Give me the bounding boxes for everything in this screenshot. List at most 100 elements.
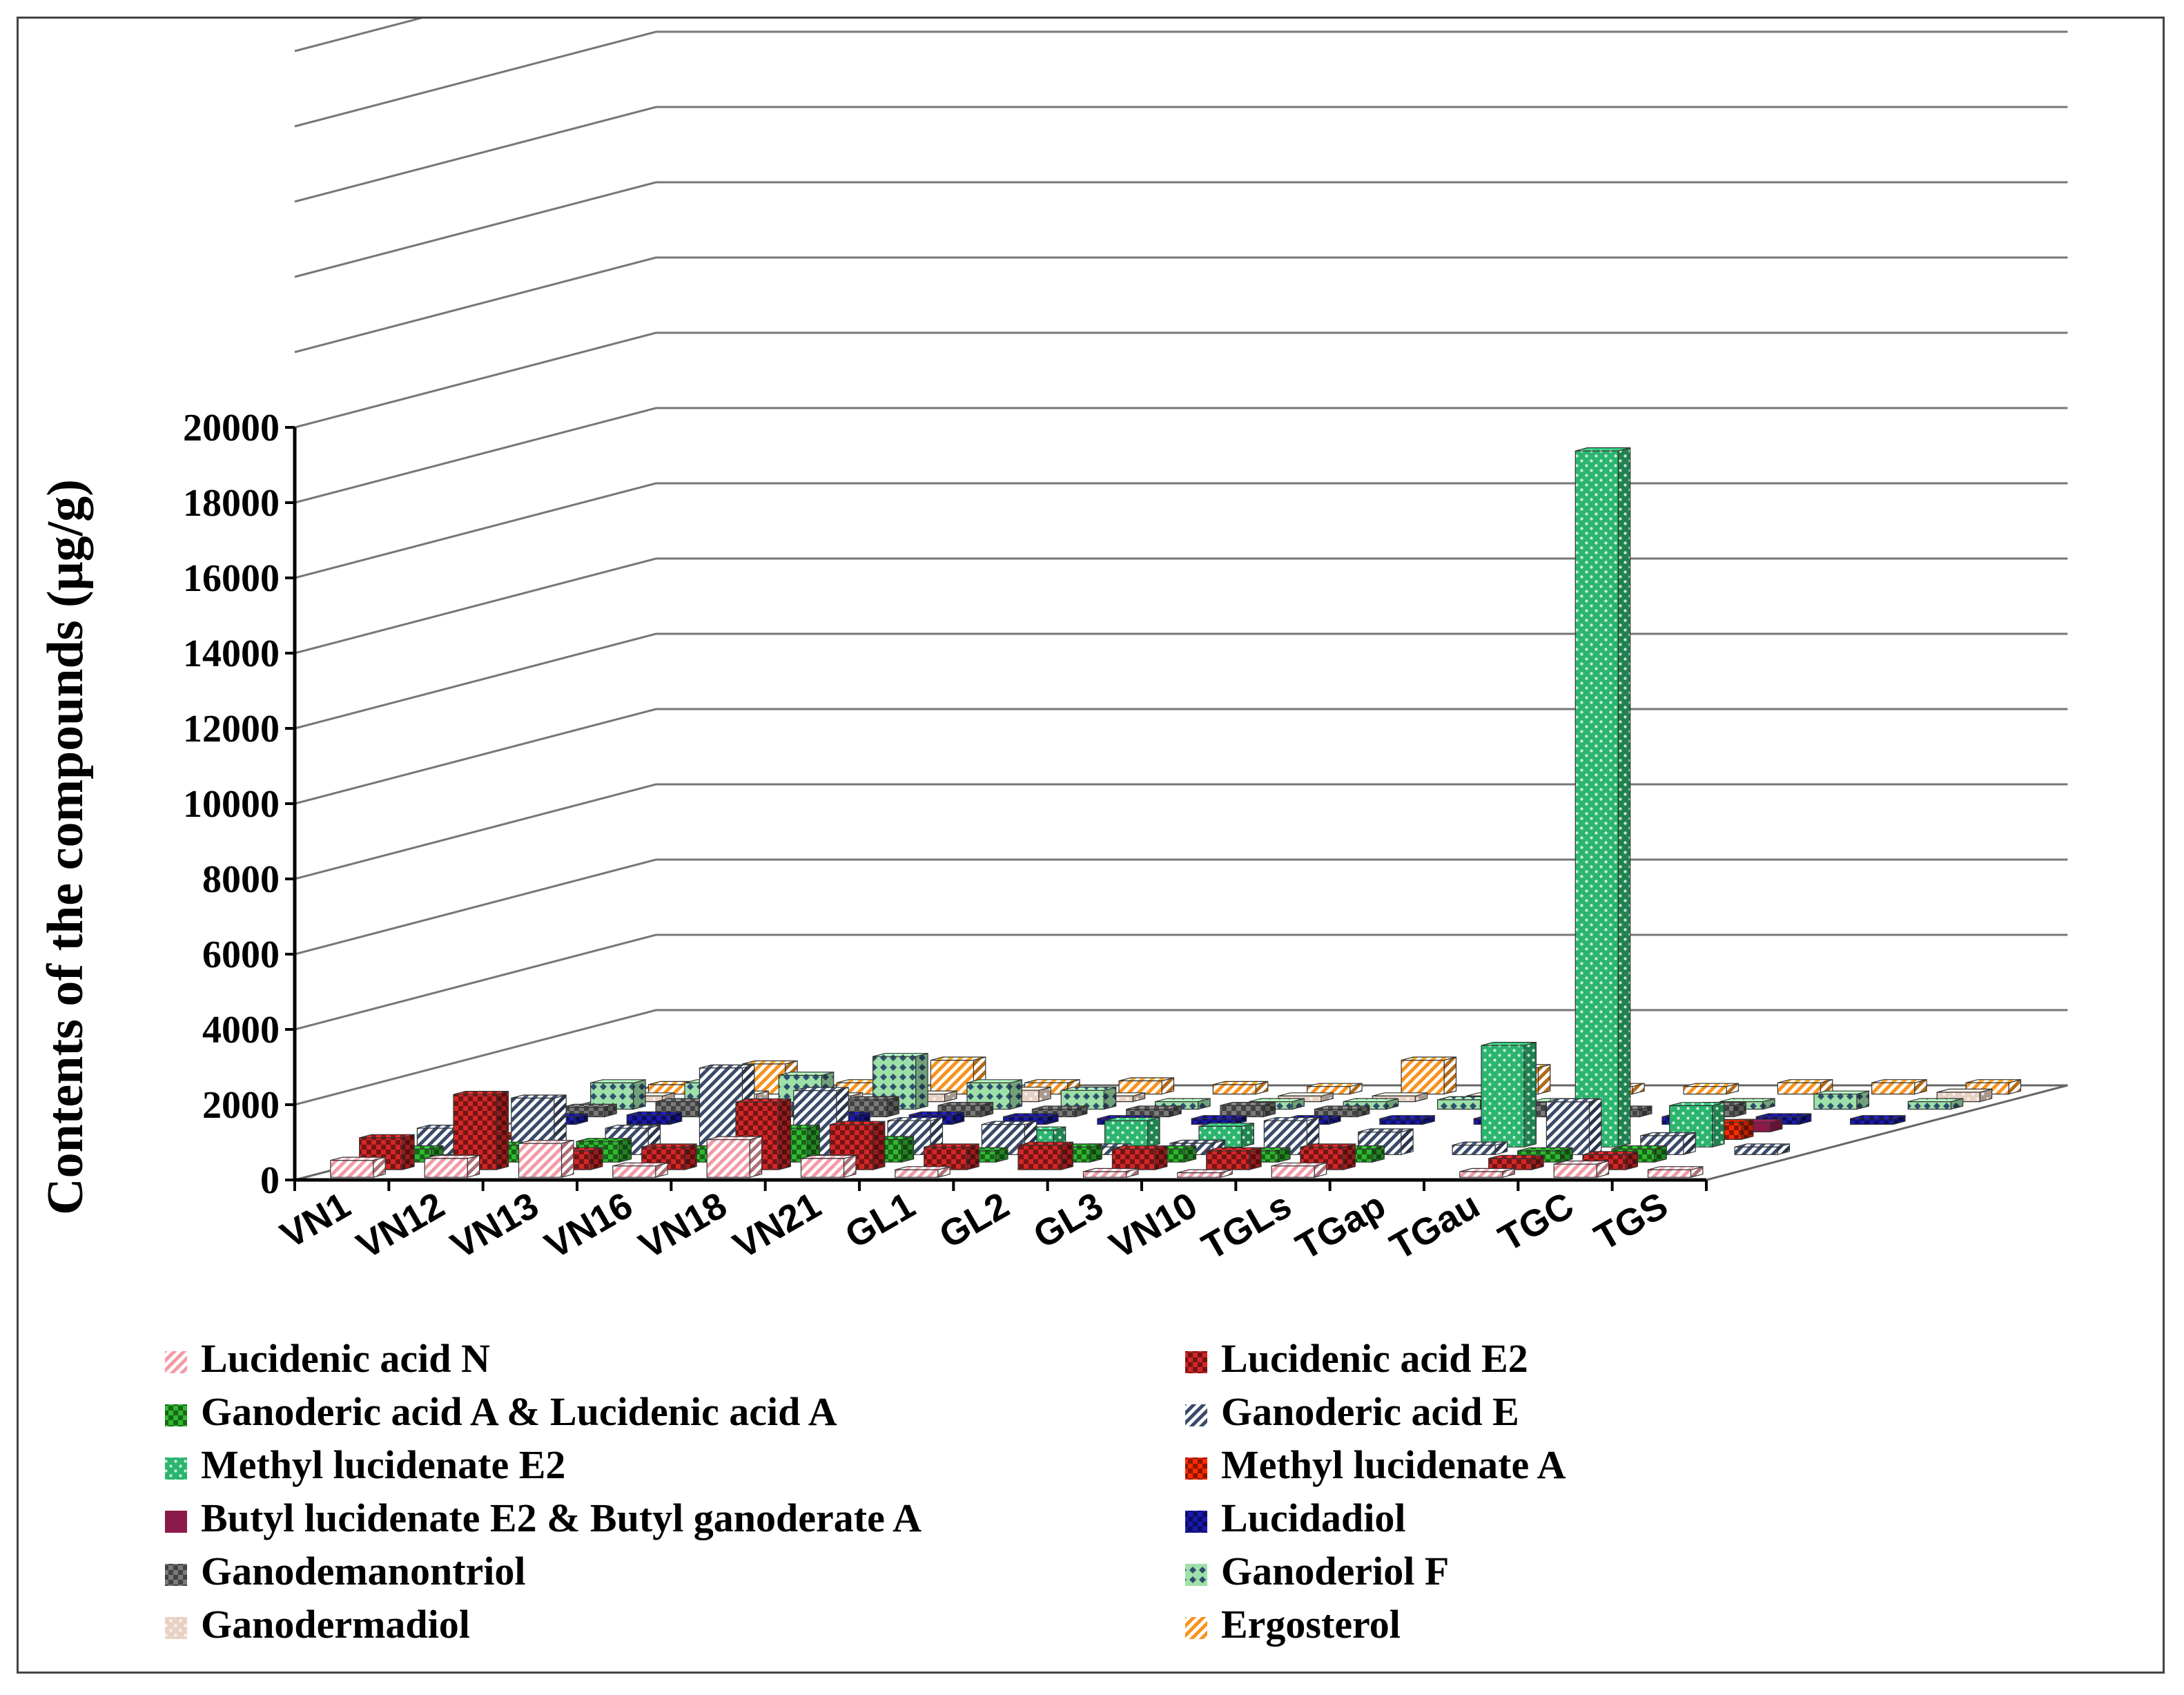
bar-front: [872, 1056, 917, 1110]
bar-lucidenic-acid-e2-vn12: [453, 1090, 509, 1170]
legend-label: Ganoderic acid A & Lucidenic acid A: [201, 1389, 837, 1434]
x-tick-label-vn16: VN16: [538, 1184, 640, 1267]
bar-side: [1060, 1141, 1073, 1170]
y-tick-label: 20000: [183, 407, 280, 449]
gridline-26000: [294, 106, 2068, 203]
bar-side: [1401, 1128, 1414, 1156]
legend-item-ganodemanontriol: Ganodemanontriol: [165, 1549, 526, 1594]
x-tick-label-vn18: VN18: [632, 1184, 734, 1267]
y-tick-label: 18000: [183, 482, 280, 525]
bar-lucidadiol-vn12: [626, 1111, 683, 1125]
bar-front: [800, 1158, 845, 1178]
legend-label: Ganodermadiol: [201, 1602, 470, 1647]
bar-front: [1271, 1165, 1315, 1178]
bar-methyl-lucidenate-e2-tgap: [1481, 1041, 1537, 1148]
bar-lucidenic-acid-n-vn13: [518, 1139, 574, 1178]
bar-front: [1314, 1109, 1358, 1118]
bar-ergosterol-gl2: [1307, 1083, 1363, 1095]
series-ergosterol: [647, 1056, 2022, 1095]
bar-side: [778, 1098, 791, 1170]
bar-ergosterol-tgap: [1683, 1083, 1739, 1095]
bar-front: [424, 1158, 468, 1178]
bar-front: [1401, 1060, 1445, 1095]
legend-item-lucidenic-acid-n: Lucidenic acid N: [165, 1336, 490, 1381]
bar-ganodemanontriol-gl2: [1220, 1101, 1276, 1118]
chart-bars: [330, 447, 2022, 1178]
bar-lucidenic-acid-n-tgls: [1271, 1162, 1327, 1178]
y-tick-label: 12000: [183, 708, 280, 750]
legend-swatch: [1185, 1351, 1207, 1373]
bar-front: [1488, 1158, 1532, 1170]
x-tick-label-vn1: VN1: [274, 1184, 358, 1256]
bar-side: [1523, 1041, 1537, 1148]
bar-side: [402, 1134, 415, 1170]
bar-ganoderic-acid-e-tgau: [1546, 1098, 1602, 1156]
legend-label: Methyl lucidenate A: [1221, 1442, 1566, 1487]
bar-side: [1249, 1147, 1262, 1170]
bar-side: [1147, 1116, 1160, 1148]
x-tick-label-tgau: TGau: [1383, 1184, 1487, 1268]
bar-ganoderiol-f-vn16: [872, 1052, 928, 1110]
bar-ergosterol-vn21: [1118, 1077, 1175, 1095]
bar-front: [1546, 1101, 1590, 1155]
bar-front: [1777, 1082, 1821, 1095]
bar-front: [1104, 1120, 1149, 1147]
y-tick-label: 8000: [202, 858, 280, 901]
legend-swatch: [1185, 1617, 1207, 1639]
bar-lucidenic-acid-e2-vn10: [1206, 1147, 1262, 1170]
bar-ganoderic-acid-e-tgls: [1358, 1128, 1414, 1156]
bar-side: [633, 1079, 646, 1110]
bar-front: [1177, 1172, 1221, 1178]
bar-side: [843, 1154, 857, 1178]
x-tick-label-tgls: TGLs: [1195, 1184, 1298, 1268]
bar-front: [1459, 1171, 1503, 1178]
bar-lucidenic-acid-n-tgau: [1459, 1168, 1515, 1178]
bar-front: [1111, 1148, 1156, 1170]
x-tick-label-vn10: VN10: [1103, 1184, 1205, 1267]
bar-front: [930, 1060, 974, 1095]
bar-ergosterol-gl3: [1401, 1056, 1457, 1095]
bar-ganoderiol-f-vn21: [1060, 1086, 1117, 1110]
x-tick-label-vn21: VN21: [726, 1184, 828, 1267]
chart-legend: Lucidenic acid N Lucidenic acid E2 Ganoder…: [165, 1336, 1566, 1647]
bar-methyl-lucidenate-e2-gl2: [1104, 1116, 1160, 1148]
bar-front: [1481, 1045, 1525, 1147]
bar-front: [1206, 1150, 1250, 1170]
bar-front: [626, 1114, 670, 1125]
bar-ganoderiol-f-vn1: [590, 1079, 646, 1110]
bar-front: [330, 1160, 374, 1178]
bar-side: [901, 1136, 915, 1163]
bar-lucidenic-acid-n-vn1: [330, 1156, 386, 1178]
bar-front: [612, 1165, 656, 1178]
bar-ergosterol-tgau: [1777, 1078, 1833, 1095]
bar-lucidenic-acid-n-vn18: [706, 1136, 763, 1178]
chart-gridlines: [294, 19, 2068, 1106]
bar-lucidenic-acid-e2-gl2: [1017, 1141, 1073, 1170]
legend-item-ganoderic-acid-e: Ganoderic acid E: [1185, 1389, 1519, 1434]
legend-label: Ganodemanontriol: [201, 1549, 526, 1594]
legend-label: Ganoderic acid E: [1221, 1389, 1519, 1434]
x-tick-label-gl3: GL3: [1026, 1184, 1110, 1256]
chart-canvas: 0 2000 4000 6000 8000 10000 12000 14000 16000 180…: [37, 19, 2068, 1647]
bar-side: [1588, 1098, 1602, 1156]
bar-front: [1813, 1094, 1858, 1110]
bar-ganoderiol-f-tgc: [1813, 1090, 1869, 1110]
bar-lucidenic-acid-n-vn12: [424, 1154, 480, 1178]
legend-swatch: [1185, 1404, 1207, 1426]
legend-label: Lucidenic acid N: [201, 1336, 490, 1381]
bar-front: [1307, 1086, 1351, 1095]
gridline-4000: [294, 933, 2068, 1031]
bar-lucidadiol-vn10: [1379, 1114, 1435, 1125]
bar-side: [1443, 1056, 1457, 1095]
bar-front: [1647, 1169, 1692, 1178]
bar-ganoderic-acid-e-tgap: [1452, 1141, 1508, 1156]
bar-front: [1907, 1101, 1951, 1110]
legend-label: Butyl lucidenate E2 & Butyl ganoderate A: [201, 1495, 922, 1540]
y-tick-label: 16000: [183, 557, 280, 600]
bar-front: [1437, 1099, 1481, 1110]
bar-front: [1017, 1145, 1062, 1170]
legend-swatch: [1185, 1457, 1207, 1480]
bar-front: [1452, 1145, 1496, 1155]
legend-item-lucidenic-acid-e2: Lucidenic acid E2: [1185, 1336, 1528, 1381]
bar-front: [518, 1143, 563, 1178]
